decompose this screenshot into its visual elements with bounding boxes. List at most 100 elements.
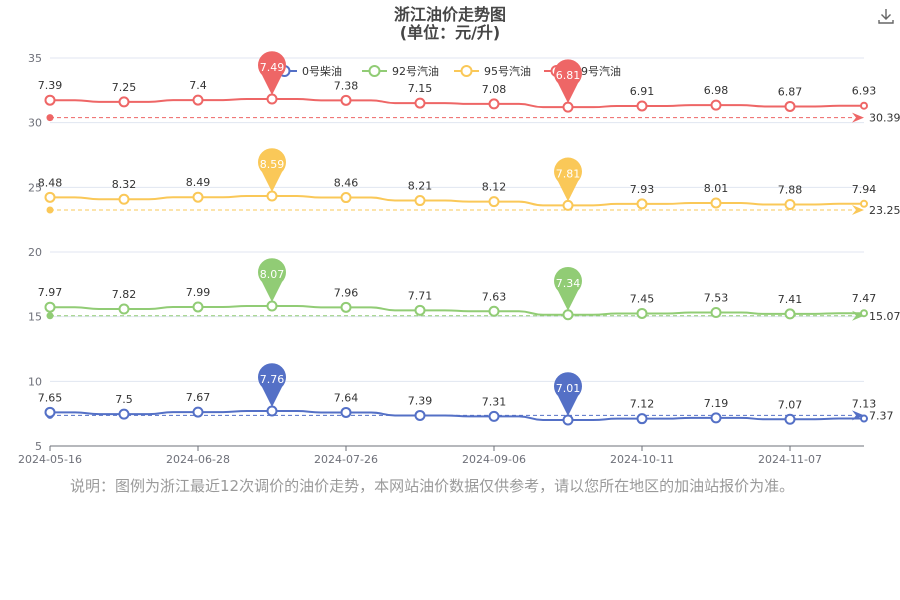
data-label: 7.5 [115, 393, 133, 406]
data-label: 7.41 [778, 293, 803, 306]
data-point [784, 413, 796, 425]
data-label: 7.13 [852, 398, 877, 411]
data-point [562, 414, 574, 426]
data-label: 7.65 [38, 391, 63, 404]
data-point [488, 98, 500, 110]
data-point [784, 308, 796, 320]
x-tick-label: 2024-11-07 [758, 453, 822, 466]
data-point [118, 96, 130, 108]
data-label: 6.98 [704, 84, 729, 97]
data-point [488, 196, 500, 208]
data-point [266, 93, 278, 105]
data-label: 7.53 [704, 291, 729, 304]
data-point [860, 199, 868, 208]
data-point [340, 94, 352, 106]
average-start-dot [46, 114, 54, 122]
data-point [636, 198, 648, 210]
data-label: 8.12 [482, 181, 507, 194]
y-tick-label: 35 [28, 52, 42, 65]
series-1: 7.37 7.65 7.5 7.67 7.64 7.39 7.31 7.12 7.19 7.07 7… [38, 363, 894, 426]
data-label: 7.47 [852, 292, 877, 305]
data-label: 7.97 [38, 286, 63, 299]
legend-label: 92号汽油 [392, 64, 439, 78]
min-pin-label: 7.34 [556, 277, 581, 290]
chart-subtitle: (单位：元/升) [400, 23, 500, 42]
y-tick-label: 10 [28, 375, 42, 388]
legend-label: 89号汽油 [574, 64, 621, 78]
data-point [192, 191, 204, 203]
data-label: 6.87 [778, 85, 803, 98]
min-pin [554, 266, 582, 311]
download-icon[interactable] [876, 6, 896, 26]
data-point [192, 301, 204, 313]
y-tick-label: 5 [35, 440, 42, 453]
data-label: 7.38 [334, 79, 359, 92]
data-label: 7.07 [778, 398, 803, 411]
data-point [44, 406, 56, 418]
data-point [710, 197, 722, 209]
legend-item[interactable]: 95号汽油 [454, 64, 531, 78]
y-tick-label: 15 [28, 311, 42, 324]
data-label: 7.99 [186, 286, 211, 299]
data-point [118, 408, 130, 420]
data-point [340, 301, 352, 313]
average-arrow [852, 112, 864, 123]
x-tick-label: 2024-07-26 [314, 453, 378, 466]
legend-item[interactable]: 92号汽油 [362, 64, 439, 78]
average-label: 30.39 [869, 112, 900, 125]
data-point [488, 305, 500, 317]
max-pin [258, 258, 287, 302]
data-label: 7.08 [482, 83, 507, 96]
data-point [414, 195, 426, 207]
data-point [266, 190, 278, 202]
data-point [44, 301, 56, 313]
x-tick-label: 2024-10-11 [610, 453, 674, 466]
data-point [414, 304, 426, 316]
data-point [44, 94, 56, 106]
data-point [562, 309, 574, 321]
legend-label: 0号柴油 [302, 64, 342, 78]
data-point [340, 192, 352, 204]
min-pin [554, 372, 582, 416]
average-label: 23.25 [869, 204, 900, 217]
average-arrow [852, 204, 864, 215]
data-label: 8.01 [704, 182, 729, 195]
legend-symbol [460, 65, 473, 77]
average-start-dot [46, 312, 54, 320]
min-pin [554, 157, 582, 202]
data-point [488, 410, 500, 422]
data-point [636, 413, 648, 425]
data-label: 8.49 [186, 176, 211, 189]
data-label: 7.39 [408, 394, 433, 407]
data-point [562, 199, 574, 211]
legend-label: 95号汽油 [484, 64, 531, 78]
data-point [636, 307, 648, 319]
data-point [266, 405, 278, 417]
y-tick-label: 20 [28, 246, 42, 259]
y-tick-label: 25 [28, 181, 42, 194]
data-label: 7.67 [186, 391, 211, 404]
data-point [784, 100, 796, 112]
data-point [192, 406, 204, 418]
min-pin-label: 7.01 [556, 382, 581, 395]
series-line [50, 195, 864, 207]
plot-area: 7.37 7.65 7.5 7.67 7.64 7.39 7.31 7.12 7.19 7.07 7… [38, 51, 900, 426]
data-label: 7.96 [334, 286, 359, 299]
data-label: 8.21 [408, 180, 433, 193]
legend[interactable]: 0号柴油 92号汽油 95号汽油 89号汽油 [272, 64, 621, 78]
data-point [414, 409, 426, 421]
y-grid: 5 10 15 20 25 30 35 [28, 52, 864, 453]
data-label: 7.45 [630, 292, 655, 305]
data-label: 7.94 [852, 183, 877, 196]
data-label: 6.91 [630, 85, 655, 98]
series-line [50, 305, 864, 316]
data-label: 7.63 [482, 290, 507, 303]
y-tick-label: 30 [28, 117, 42, 130]
series-2: 15.07 7.97 7.82 7.99 7.96 7.71 7.63 7.45 7.53 7.4… [38, 258, 900, 323]
series-3: 23.25 8.48 8.32 8.49 8.46 8.21 8.12 7.93 8.01 7.8… [38, 148, 900, 217]
max-pin [258, 363, 287, 407]
series-line [50, 410, 864, 421]
average-start-dot [46, 206, 54, 214]
data-label: 8.32 [112, 178, 137, 191]
data-point [562, 101, 574, 113]
